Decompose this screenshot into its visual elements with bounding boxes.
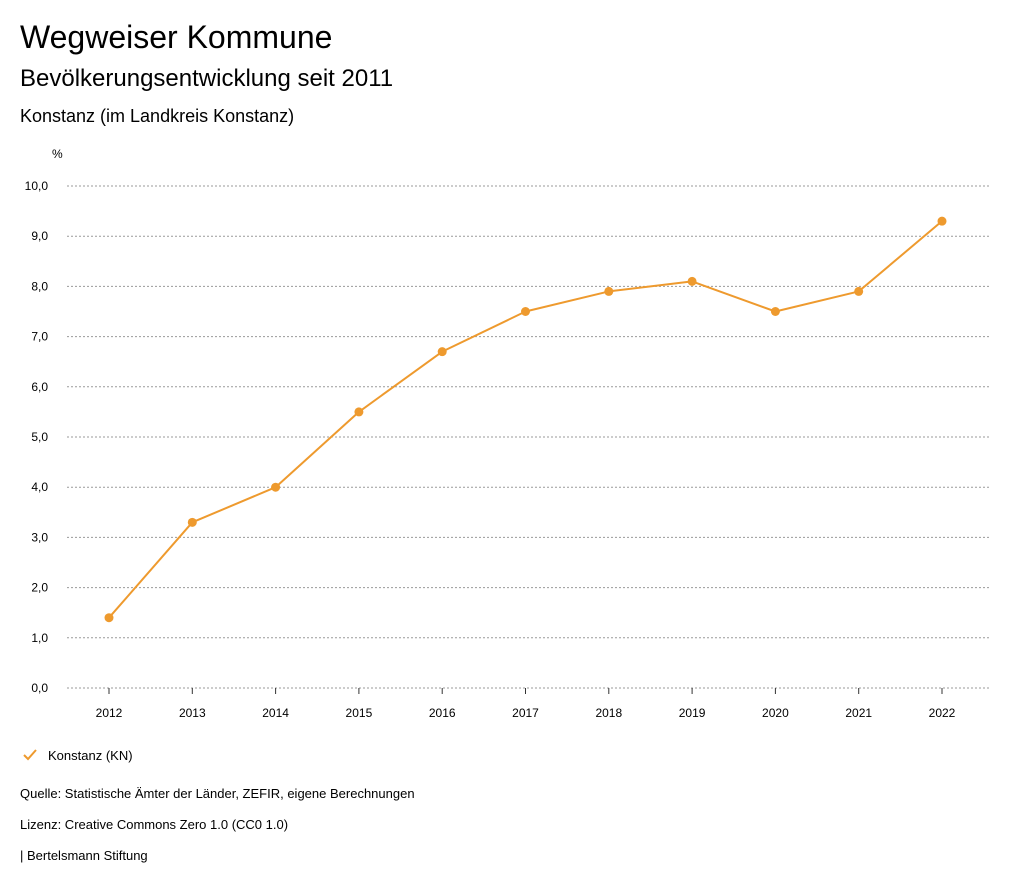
data-point xyxy=(104,613,114,623)
data-point xyxy=(770,307,780,316)
y-tick-label: 6,0 xyxy=(31,380,48,394)
publisher-note: | Bertelsmann Stiftung xyxy=(20,848,148,863)
data-point xyxy=(521,307,530,316)
y-tick-label: 0,0 xyxy=(31,681,48,695)
data-point xyxy=(687,276,697,286)
data-point xyxy=(937,216,947,226)
x-tick-label: 2022 xyxy=(929,706,956,720)
data-point xyxy=(187,517,197,527)
data-point xyxy=(437,347,447,357)
x-tick-label: 2012 xyxy=(96,706,123,720)
y-tick-label: 4,0 xyxy=(31,480,48,494)
x-tick-label: 2016 xyxy=(429,706,456,720)
x-tick-label: 2014 xyxy=(262,706,289,720)
x-tick-label: 2018 xyxy=(595,706,622,720)
license-note: Lizenz: Creative Commons Zero 1.0 (CC0 1… xyxy=(20,817,289,832)
chart-title: Wegweiser Kommune xyxy=(20,19,333,55)
region-label: Konstanz (im Landkreis Konstanz) xyxy=(20,106,295,126)
x-tick-label: 2020 xyxy=(762,706,789,720)
y-tick-label: 7,0 xyxy=(31,330,48,344)
data-point xyxy=(271,482,281,492)
x-tick-label: 2019 xyxy=(679,706,706,720)
chart-subtitle: Bevölkerungsentwicklung seit 2011 xyxy=(20,65,394,92)
check-icon xyxy=(23,749,37,761)
data-point xyxy=(854,286,864,296)
y-tick-label: 9,0 xyxy=(31,229,48,243)
y-axis-unit-label: % xyxy=(52,147,63,161)
x-tick-label: 2017 xyxy=(512,706,539,720)
y-tick-label: 3,0 xyxy=(31,530,48,544)
line-chart: % 0,0 1,0 2,0 3,0 4,0 5,0 6,0 7,0 8,0 9,0 10,0 2012 2… xyxy=(25,147,990,720)
y-tick-label: 8,0 xyxy=(31,279,48,293)
data-point xyxy=(354,407,364,417)
x-tick-label: 2021 xyxy=(845,706,872,720)
y-tick-label: 2,0 xyxy=(31,581,48,595)
x-tick-label: 2015 xyxy=(346,706,373,720)
y-tick-label: 10,0 xyxy=(25,179,49,193)
legend[interactable]: Konstanz (KN) xyxy=(22,744,133,766)
data-point xyxy=(604,286,614,296)
legend-label: Konstanz (KN) xyxy=(48,747,133,763)
x-tick-label: 2013 xyxy=(179,706,206,720)
y-tick-label: 5,0 xyxy=(31,430,48,444)
y-tick-label: 1,0 xyxy=(31,631,48,645)
source-note: Quelle: Statistische Ämter der Länder, Z… xyxy=(20,786,415,801)
series-line xyxy=(108,220,943,619)
